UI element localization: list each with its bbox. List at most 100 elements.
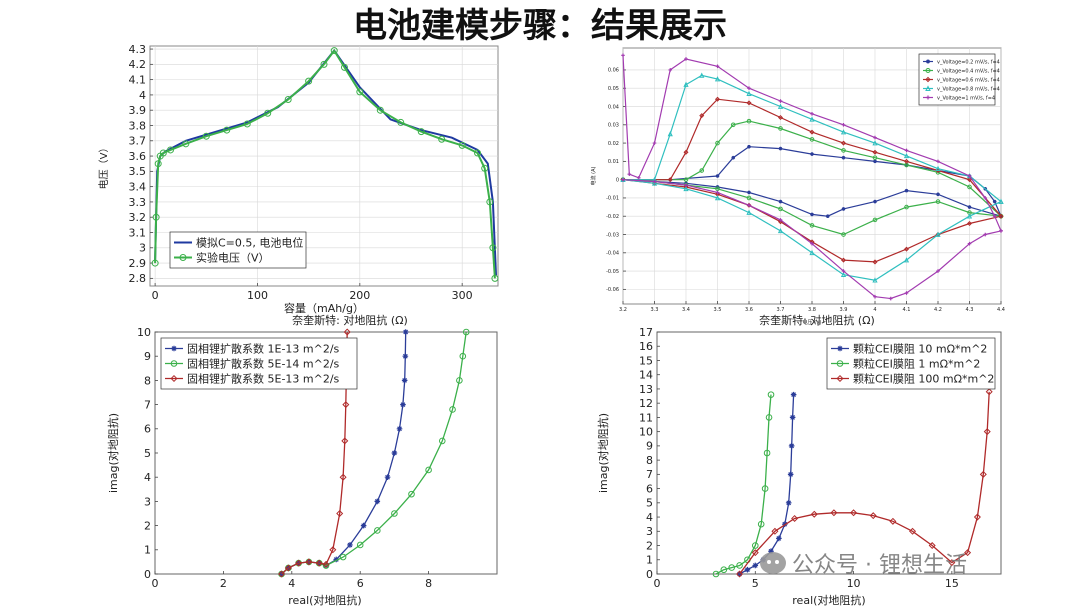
- data-point: [347, 542, 353, 548]
- legend-label: v_Voltage=0.4 mV/s, f=4: [937, 68, 1000, 74]
- data-point: [966, 221, 973, 227]
- y-tick-label: -0.06: [606, 287, 619, 293]
- data-point: [810, 212, 814, 217]
- y-tick-label: 11: [639, 411, 653, 424]
- series-line: [739, 391, 990, 575]
- data-point: [360, 522, 367, 529]
- x-axis-label: 电压 (V): [803, 319, 822, 326]
- data-point: [396, 426, 403, 432]
- data-point: [778, 126, 783, 131]
- data-point: [356, 541, 364, 549]
- data-point: [903, 158, 910, 164]
- data-point: [936, 269, 940, 273]
- y-axis-label: imag(对地阻抗): [106, 413, 120, 493]
- chart-nyquist-cei-panel: 奈奎斯特: 对地阻抗 (Ω) 0 5 10 15 0 1 2 3 4 5 6 7 8 9 10 11 12 13 1…: [585, 312, 1015, 608]
- data-point: [474, 149, 482, 157]
- legend-marker: [925, 76, 931, 83]
- y-tick-label: 4: [144, 471, 151, 484]
- data-point: [765, 414, 773, 421]
- y-tick-label: 2.8: [129, 272, 147, 285]
- data-point: [790, 391, 797, 398]
- data-point: [888, 296, 893, 301]
- data-point: [712, 570, 720, 578]
- data-point: [489, 244, 497, 252]
- data-point: [909, 527, 917, 535]
- data-point: [928, 542, 936, 550]
- data-point: [356, 88, 364, 96]
- data-point: [636, 176, 641, 180]
- data-point: [320, 60, 328, 68]
- y-tick-label: 0: [646, 568, 653, 581]
- x-tick-label: 6: [357, 577, 364, 590]
- data-point: [284, 96, 292, 104]
- data-point: [736, 570, 744, 578]
- data-point: [374, 527, 381, 534]
- data-point: [391, 450, 398, 456]
- data-point: [667, 131, 673, 137]
- data-point: [778, 206, 783, 212]
- data-point: [998, 213, 1004, 219]
- y-tick-label: 1: [144, 544, 151, 557]
- legend-label: 颗粒CEI膜阻 1 mΩ*m^2: [853, 356, 980, 370]
- data-point: [402, 329, 409, 335]
- legend-box: [826, 337, 996, 390]
- data-point: [840, 129, 847, 135]
- y-tick-label: 0.01: [608, 159, 619, 165]
- x-tick-label: 4.4: [997, 307, 1005, 313]
- data-point: [746, 195, 752, 201]
- data-point: [850, 509, 858, 517]
- data-point: [825, 214, 830, 219]
- data-point: [872, 277, 878, 283]
- legend-label: 实验电压（V）: [196, 250, 270, 264]
- data-point: [264, 109, 272, 117]
- y-tick-label: 0.05: [608, 86, 619, 92]
- x-tick-label: 100: [247, 289, 268, 302]
- y-tick-label: -0.01: [606, 196, 619, 202]
- x-tick-label: 0: [152, 289, 159, 302]
- data-point: [736, 571, 743, 577]
- data-point: [166, 146, 174, 154]
- legend-label: v_Voltage=0.8 mV/s, f=4: [937, 86, 1000, 92]
- y-tick-label: 0.03: [608, 123, 619, 129]
- data-point: [873, 135, 877, 140]
- y-tick-label: 8: [646, 454, 653, 467]
- x-tick-label: 4: [873, 307, 876, 313]
- series-line: [623, 74, 1002, 203]
- data-point: [810, 510, 818, 518]
- y-tick-label: 0.06: [608, 68, 619, 74]
- data-point: [776, 535, 782, 542]
- data-point: [840, 271, 847, 278]
- data-point: [343, 328, 351, 336]
- y-tick-label: 2: [646, 539, 653, 552]
- y-tick-label: 6: [144, 423, 151, 436]
- data-point: [715, 140, 720, 146]
- data-point: [402, 353, 409, 359]
- data-point: [715, 186, 720, 192]
- data-point: [152, 213, 160, 221]
- data-point: [840, 257, 847, 263]
- series-line: [622, 179, 1002, 217]
- data-point: [983, 428, 991, 436]
- legend-label: 颗粒CEI膜阻 10 mΩ*m^2: [853, 341, 987, 355]
- wechat-icon: [760, 552, 786, 574]
- series-line: [623, 120, 1002, 217]
- data-point: [809, 223, 815, 228]
- data-point: [979, 470, 987, 478]
- data-point: [486, 198, 494, 206]
- data-point: [904, 188, 909, 193]
- data-point: [715, 174, 720, 178]
- y-tick-label: 3: [646, 525, 653, 538]
- x-tick-label: 3.9: [840, 307, 848, 313]
- data-point: [872, 155, 878, 161]
- legend-label: 模拟C=0.5, 电池电位: [196, 235, 303, 249]
- data-point: [151, 259, 159, 267]
- data-point: [699, 113, 705, 119]
- y-tick-label: 3.1: [129, 226, 147, 239]
- data-point: [904, 148, 909, 153]
- y-tick-label: 2: [144, 519, 151, 532]
- data-point: [809, 129, 815, 135]
- data-point: [438, 437, 446, 445]
- data-point: [668, 68, 673, 72]
- data-point: [873, 159, 877, 164]
- y-tick-label: 6: [646, 482, 653, 495]
